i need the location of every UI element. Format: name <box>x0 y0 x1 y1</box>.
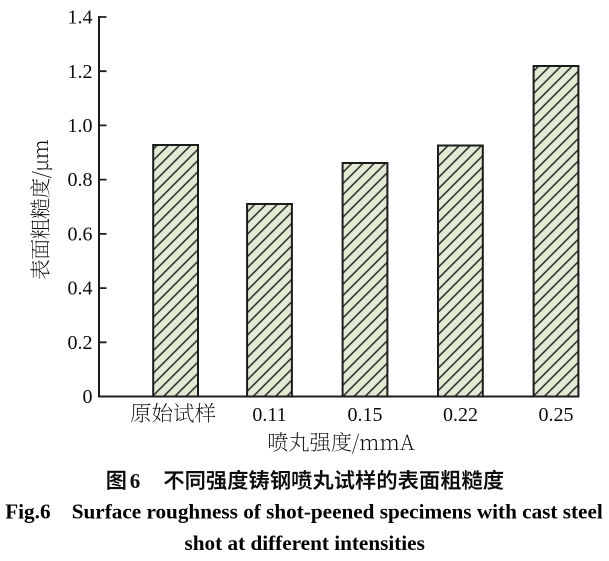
svg-text:6: 6 <box>130 469 141 493</box>
svg-text:0.25: 0.25 <box>539 404 574 426</box>
svg-text:0.11: 0.11 <box>252 404 286 426</box>
svg-text:0.22: 0.22 <box>443 404 478 426</box>
svg-text:1.4: 1.4 <box>68 7 93 29</box>
svg-text:shot at different intensities: shot at different intensities <box>185 531 425 555</box>
svg-text:1.0: 1.0 <box>68 115 93 137</box>
svg-text:Fig.6 Surface roughness of: Fig.6 Surface roughness of shot-peened s… <box>5 500 603 524</box>
svg-text:1.2: 1.2 <box>68 61 93 83</box>
svg-text:0.8: 0.8 <box>68 169 93 191</box>
svg-text:0.15: 0.15 <box>348 404 383 426</box>
svg-text:0.2: 0.2 <box>68 332 93 354</box>
svg-text:0.6: 0.6 <box>68 224 93 246</box>
svg-text:0.4: 0.4 <box>68 278 93 300</box>
svg-text:0: 0 <box>83 386 93 408</box>
